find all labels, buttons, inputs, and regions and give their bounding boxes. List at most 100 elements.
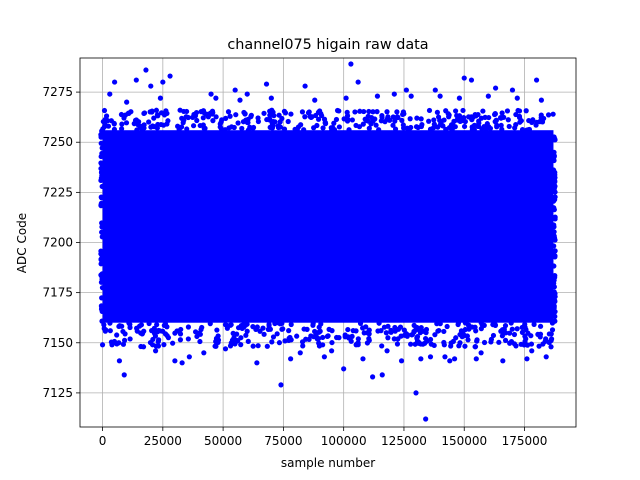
data-point <box>345 117 351 123</box>
data-point <box>414 115 420 121</box>
data-point <box>384 109 390 115</box>
data-point <box>127 324 133 331</box>
data-point <box>243 332 249 338</box>
data-point <box>202 125 208 131</box>
data-point <box>345 326 351 333</box>
data-point <box>120 341 127 347</box>
data-point <box>230 330 236 336</box>
data-point <box>264 343 270 349</box>
data-point <box>318 113 325 119</box>
data-point <box>155 343 162 349</box>
outlier-point <box>278 382 284 388</box>
data-point <box>434 109 440 115</box>
data-point <box>409 331 416 338</box>
x-tick-label: 75000 <box>264 434 302 448</box>
data-point <box>441 339 447 346</box>
data-point <box>279 115 285 122</box>
data-point <box>111 126 118 132</box>
data-point <box>153 107 160 113</box>
data-point <box>119 121 125 127</box>
x-tick-label: 50000 <box>204 434 242 448</box>
y-tick-label: 7175 <box>42 286 73 300</box>
data-point <box>215 339 221 345</box>
data-point <box>279 326 285 332</box>
data-point <box>500 330 506 336</box>
data-point <box>194 117 200 124</box>
data-point <box>242 111 248 117</box>
data-point <box>99 318 105 324</box>
data-point <box>255 118 262 125</box>
data-point <box>552 194 558 200</box>
data-point <box>502 337 509 343</box>
data-point <box>551 284 557 290</box>
data-point <box>552 318 558 324</box>
outlier-point <box>423 416 429 422</box>
data-point <box>385 323 391 329</box>
data-point <box>257 328 263 334</box>
data-point <box>508 320 514 326</box>
data-point <box>235 325 242 331</box>
outlier-point <box>529 348 535 354</box>
data-point <box>282 110 289 116</box>
data-point <box>240 321 247 328</box>
data-point <box>552 136 558 142</box>
x-tick-label: 0 <box>99 434 107 448</box>
outlier-point <box>312 97 318 103</box>
data-point <box>157 328 163 334</box>
outlier-point <box>413 390 419 396</box>
data-point <box>99 183 105 190</box>
data-point <box>552 273 558 279</box>
data-point <box>207 321 213 327</box>
data-point <box>353 328 359 334</box>
data-point <box>431 117 437 123</box>
data-point <box>162 331 169 337</box>
data-point <box>457 118 463 125</box>
data-point <box>255 343 261 349</box>
outlier-point <box>179 360 185 366</box>
data-point <box>105 118 111 124</box>
dense-point-band <box>102 130 554 323</box>
data-point <box>248 112 254 118</box>
data-point <box>472 324 478 330</box>
data-point <box>426 107 433 114</box>
data-point <box>488 339 494 345</box>
data-point <box>551 186 557 192</box>
data-point <box>455 321 461 328</box>
data-point <box>461 114 467 121</box>
data-point <box>185 336 191 342</box>
data-point <box>552 294 558 300</box>
data-point <box>146 119 152 125</box>
data-point <box>399 117 405 124</box>
outlier-point <box>432 87 438 93</box>
data-point <box>274 331 280 337</box>
data-point <box>281 126 288 132</box>
outlier-point <box>360 356 366 362</box>
data-point <box>336 124 342 130</box>
outlier-point <box>302 83 308 89</box>
data-point <box>181 108 187 115</box>
data-point <box>551 311 557 318</box>
data-point <box>550 111 556 117</box>
data-point <box>149 328 155 334</box>
data-point <box>245 116 251 122</box>
outlier-point <box>543 354 549 360</box>
data-point <box>161 342 167 348</box>
data-point <box>141 110 148 116</box>
data-point <box>375 328 381 334</box>
data-point <box>99 161 105 167</box>
data-point <box>311 125 317 131</box>
outlier-point <box>237 97 243 103</box>
data-point <box>315 116 322 122</box>
data-point <box>136 323 143 329</box>
data-point <box>369 115 375 121</box>
data-point <box>498 122 504 129</box>
data-point <box>373 122 379 128</box>
data-point <box>357 320 364 326</box>
outlier-point <box>514 95 520 101</box>
data-point <box>270 123 276 129</box>
data-point <box>276 340 283 346</box>
data-point <box>408 341 414 347</box>
data-point <box>301 127 307 133</box>
data-point <box>286 337 292 343</box>
data-point <box>376 127 382 133</box>
